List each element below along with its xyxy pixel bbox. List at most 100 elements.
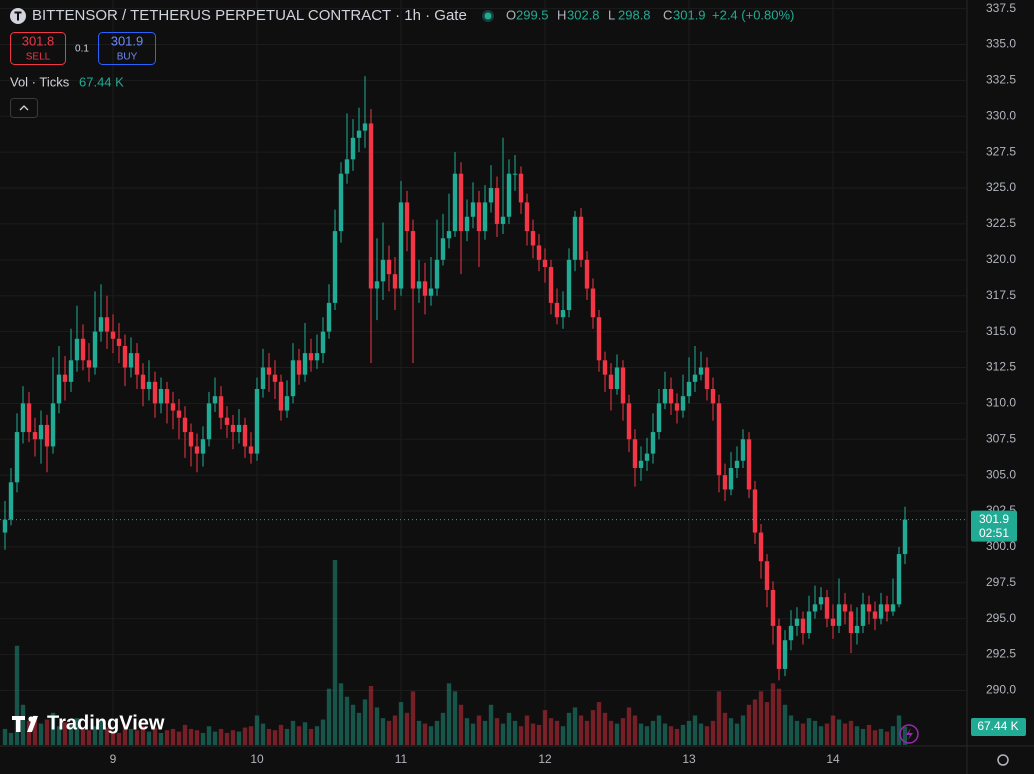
symbol-title[interactable]: BITTENSOR / TETHERUS PERPETUAL CONTRACT … xyxy=(32,7,467,24)
candle-body xyxy=(488,188,494,203)
volume-bar xyxy=(518,726,524,745)
volume-bar xyxy=(458,704,464,745)
candle-body xyxy=(470,202,476,217)
candle-body xyxy=(584,259,590,289)
volume-bar xyxy=(626,707,632,745)
candle-body xyxy=(20,403,26,433)
candle-body xyxy=(254,389,260,454)
volume-bar xyxy=(218,728,224,745)
candle-body xyxy=(386,259,392,275)
candle-body xyxy=(236,424,242,433)
buy-button[interactable] xyxy=(98,32,156,65)
volume-bar xyxy=(440,712,446,745)
candle-body xyxy=(560,310,566,318)
y-tick-label: 335.0 xyxy=(986,37,1016,51)
volume-bar xyxy=(506,712,512,745)
volume-bar xyxy=(668,726,674,745)
indicator-name[interactable]: Vol · Ticks xyxy=(10,74,70,89)
y-tick-label: 312.5 xyxy=(986,360,1016,374)
candle-body xyxy=(194,446,200,454)
volume-bar xyxy=(530,723,536,745)
candle-body xyxy=(2,519,8,533)
symbol-icon-glyph xyxy=(14,11,22,21)
candle-body xyxy=(638,460,644,468)
candle-body xyxy=(716,403,722,476)
volume-bar xyxy=(578,715,584,745)
volume-bar xyxy=(248,726,254,745)
candle-body xyxy=(824,597,830,619)
candle-body xyxy=(326,302,332,332)
candle-body xyxy=(128,353,134,368)
volume-bar xyxy=(296,726,302,745)
volume-bar xyxy=(602,712,608,745)
indicator-value: 67.44 K xyxy=(79,74,124,89)
volume-bar xyxy=(206,726,212,745)
volume-bar xyxy=(608,720,614,745)
candle-body xyxy=(494,188,500,224)
volume-bar xyxy=(728,718,734,745)
alert-button[interactable] xyxy=(899,724,919,744)
volume-bar xyxy=(638,723,644,745)
y-tick-label: 292.5 xyxy=(986,647,1016,661)
candle-body xyxy=(812,604,818,612)
candle-body xyxy=(878,604,884,619)
candle-body xyxy=(284,396,290,411)
volume-bar xyxy=(320,719,326,745)
volume-bar xyxy=(722,712,728,745)
volume-bar xyxy=(62,722,68,745)
volume-bar xyxy=(200,732,206,745)
candle-body xyxy=(356,130,362,138)
candle-body xyxy=(176,410,182,418)
candle-body xyxy=(794,618,800,626)
candle-body xyxy=(212,396,218,404)
sell-price: 301.8 xyxy=(22,33,55,48)
candle-body xyxy=(332,231,338,303)
volume-bar xyxy=(746,704,752,745)
volume-bar xyxy=(380,718,386,745)
volume-bar xyxy=(686,720,692,745)
candle-body xyxy=(224,417,230,425)
candle-body xyxy=(752,489,758,533)
volume-bar xyxy=(446,683,452,745)
volume-bar xyxy=(656,715,662,745)
candle-body xyxy=(554,302,560,318)
sell-button[interactable] xyxy=(10,32,66,65)
candle-body xyxy=(92,331,98,368)
volume-bar xyxy=(524,715,530,745)
candle-body xyxy=(620,367,626,404)
candle-body xyxy=(848,611,854,634)
volume-bar xyxy=(290,720,296,745)
y-tick-label: 332.5 xyxy=(986,73,1016,87)
candle-body xyxy=(302,353,308,375)
volume-bar xyxy=(752,699,758,745)
volume-bar xyxy=(824,723,830,745)
candle-body xyxy=(14,432,20,483)
candle-body xyxy=(188,432,194,447)
candle-body xyxy=(602,360,608,375)
volume-bar xyxy=(44,719,50,745)
volume-bar xyxy=(212,731,218,745)
volume-bar xyxy=(476,715,482,745)
candle-body xyxy=(380,259,386,282)
volume-bar xyxy=(872,730,878,745)
candle-body xyxy=(464,216,470,232)
market-status-dot xyxy=(484,12,492,20)
candle-body xyxy=(158,389,164,404)
volume-bar xyxy=(350,704,356,745)
settings-button[interactable] xyxy=(997,754,1009,766)
candle-body xyxy=(800,618,806,634)
candle-body xyxy=(458,173,464,232)
candle-body xyxy=(32,432,38,440)
volume-bar xyxy=(254,715,260,745)
candle-body xyxy=(596,317,602,361)
grid xyxy=(0,0,967,745)
candle-body xyxy=(98,317,104,332)
candle-body xyxy=(536,245,542,260)
collapse-button[interactable] xyxy=(10,98,38,118)
volume-bar xyxy=(116,732,122,745)
candle-body xyxy=(722,475,728,490)
candle-body xyxy=(860,604,866,626)
volume-bar xyxy=(344,696,350,745)
candle-body xyxy=(692,374,698,382)
